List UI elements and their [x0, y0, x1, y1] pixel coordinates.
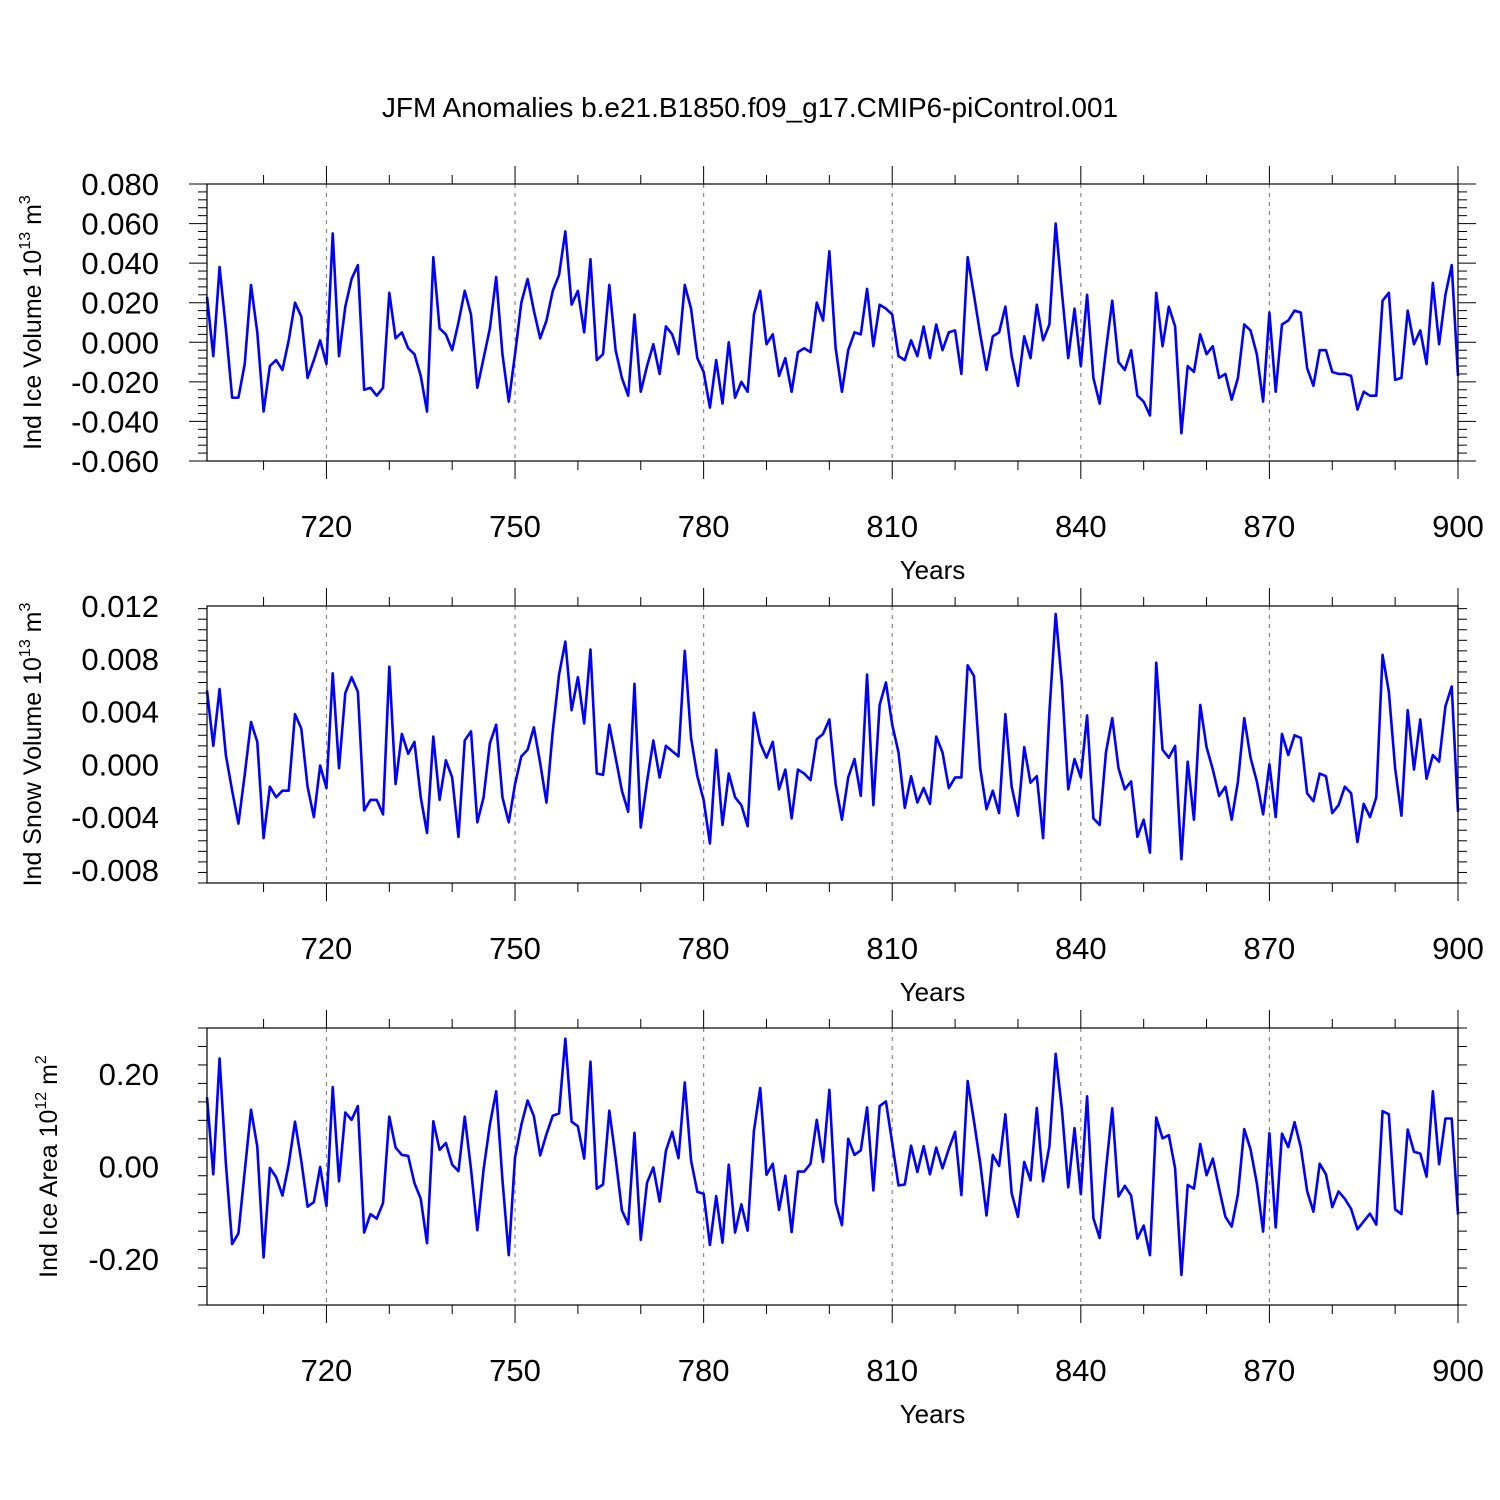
- panel-2-ylabel-text: m: [19, 612, 47, 640]
- panel-1-xtick-label: 870: [1244, 509, 1296, 544]
- panel-1-plot-frame: [206, 183, 1459, 462]
- panel-2-ylabel-superscript: 3: [17, 603, 34, 612]
- panel-3-ylabel: Ind Ice Area 1012 m2: [33, 1055, 63, 1278]
- panel-2-xtick-label: 720: [301, 931, 353, 966]
- panel-3-plot-frame: [206, 1027, 1459, 1306]
- panel-2-xtick-label: 810: [866, 931, 918, 966]
- panel-1-ytick-label: 0.000: [81, 325, 159, 360]
- panel-1-ytick-label: 0.040: [81, 246, 159, 281]
- panel-1-ylabel-superscript: 3: [17, 195, 34, 204]
- panel-3-xtick-label: 780: [678, 1353, 730, 1388]
- panel-2-ytick-label: -0.008: [71, 853, 159, 888]
- panel-2-ylabel-superscript: 13: [17, 639, 34, 657]
- panel-2-xtick-label: 870: [1244, 931, 1296, 966]
- panel-3-xtick-label: 870: [1244, 1353, 1296, 1388]
- panel-2-plot-frame: [206, 605, 1459, 884]
- panel-2-ytick-label: 0.008: [81, 642, 159, 677]
- panel-1-xtick-label: 840: [1055, 509, 1107, 544]
- panel-1-xlabel: Years: [900, 555, 966, 585]
- panel-3-ylabel-superscript: 12: [33, 1092, 50, 1110]
- panel-2-xlabel: Years: [900, 977, 966, 1007]
- panel-1-ytick-label: -0.040: [71, 404, 159, 439]
- panel-1-ytick-label: 0.080: [81, 167, 159, 202]
- panel-3-xtick-label: 900: [1432, 1353, 1484, 1388]
- panel-1-xtick-label: 780: [678, 509, 730, 544]
- figure-title: JFM Anomalies b.e21.B1850.f09_g17.CMIP6-…: [381, 92, 1119, 123]
- panel-2-ylabel-text: Ind Snow Volume 10: [19, 657, 47, 886]
- panel-1-xtick-label: 900: [1432, 509, 1484, 544]
- panel-3-ytick-label: -0.20: [88, 1242, 159, 1277]
- panel-1-series-line: [205, 222, 1460, 435]
- panel-1-xtick-label: 720: [301, 509, 353, 544]
- panel-2-ytick-label: 0.000: [81, 747, 159, 782]
- panel-3-xtick-label: 750: [489, 1353, 541, 1388]
- panel-2-ytick-label: 0.012: [81, 589, 159, 624]
- panel-1-xtick-label: 750: [489, 509, 541, 544]
- panel-1-ylabel-text: m: [19, 204, 47, 232]
- panel-3-ylabel-text: m: [35, 1064, 63, 1092]
- panel-3-ylabel-superscript: 2: [33, 1055, 50, 1064]
- panel-1-ytick-label: -0.020: [71, 365, 159, 400]
- panel-2-xtick-label: 750: [489, 931, 541, 966]
- panel-3-xtick-label: 840: [1055, 1353, 1107, 1388]
- panel-1-ytick-label: 0.020: [81, 286, 159, 321]
- panel-3-xtick-label: 810: [866, 1353, 918, 1388]
- panel-1-ylabel: Ind Ice Volume 1013 m3: [17, 195, 47, 450]
- panel-2-xtick-label: 900: [1432, 931, 1484, 966]
- panel-1-xtick-label: 810: [866, 509, 918, 544]
- panel-1-ylabel-superscript: 13: [17, 232, 34, 250]
- panel-2-ytick-label: -0.004: [71, 800, 159, 835]
- panel-3-series-line: [205, 1037, 1460, 1277]
- panel-2-xtick-label: 840: [1055, 931, 1107, 966]
- panel-3-ytick-label: 0.20: [99, 1057, 159, 1092]
- panel-3-ytick-label: 0.00: [99, 1150, 159, 1185]
- panel-1-ytick-label: -0.060: [71, 444, 159, 479]
- panel-3-ylabel-text: Ind Ice Area 10: [35, 1110, 63, 1278]
- panel-2-xtick-label: 780: [678, 931, 730, 966]
- panel-2-series-line: [205, 612, 1460, 861]
- panel-2-ylabel: Ind Snow Volume 1013 m3: [17, 603, 47, 887]
- panel-3-xtick-label: 720: [301, 1353, 353, 1388]
- panel-1-ytick-label: 0.060: [81, 207, 159, 242]
- panel-1-ylabel-text: Ind Ice Volume 10: [19, 250, 47, 450]
- panel-2-ytick-label: 0.004: [81, 695, 159, 730]
- panel-3-xlabel: Years: [900, 1399, 966, 1429]
